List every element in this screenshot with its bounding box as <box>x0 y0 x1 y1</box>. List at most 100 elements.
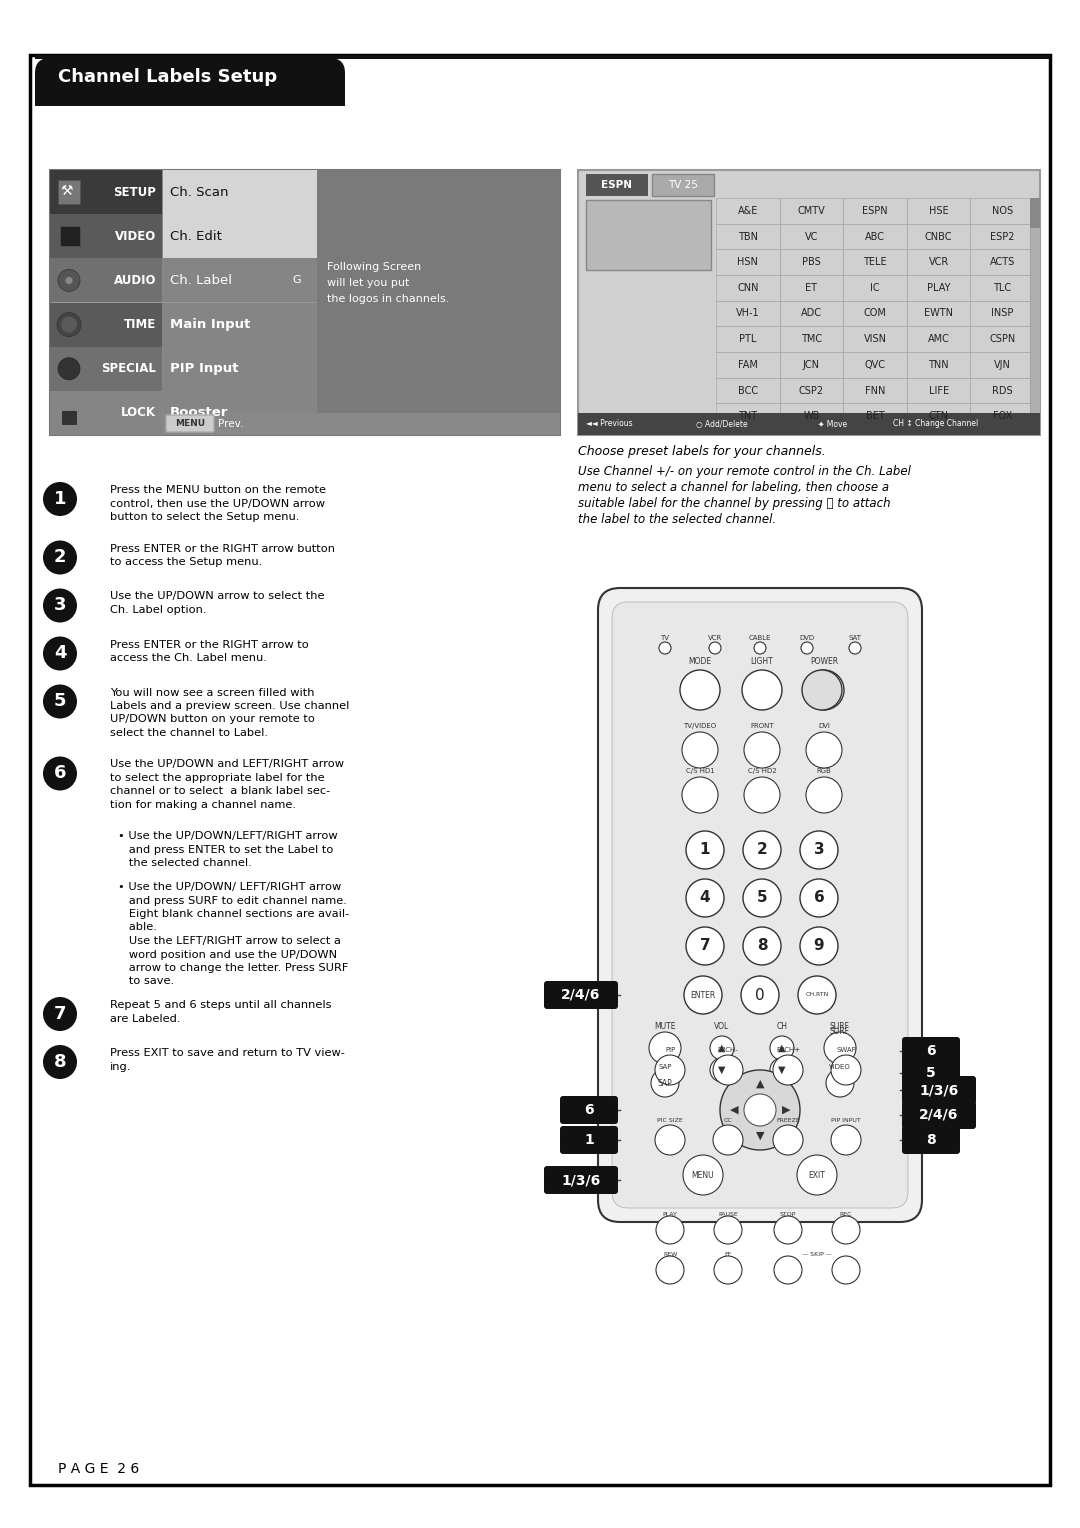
Text: ▶: ▶ <box>782 1105 791 1115</box>
Text: 6: 6 <box>813 891 824 906</box>
Text: RDS: RDS <box>991 385 1013 396</box>
Text: TELE: TELE <box>863 257 887 267</box>
FancyBboxPatch shape <box>598 588 922 1222</box>
Bar <box>971 199 1034 223</box>
Circle shape <box>43 541 77 575</box>
Circle shape <box>770 1057 794 1082</box>
Text: VC: VC <box>805 232 818 241</box>
Text: G: G <box>292 275 300 286</box>
Text: tion for making a channel name.: tion for making a channel name. <box>110 801 296 810</box>
Text: CSP2: CSP2 <box>799 385 824 396</box>
Text: CH.RTN: CH.RTN <box>806 993 828 998</box>
Bar <box>716 275 780 301</box>
Text: SPECIAL: SPECIAL <box>102 362 156 376</box>
Circle shape <box>744 732 780 769</box>
Text: PIP Input: PIP Input <box>170 362 239 376</box>
Bar <box>716 327 780 351</box>
Text: PAUSE: PAUSE <box>718 1212 738 1216</box>
Bar <box>971 275 1034 301</box>
Text: AUDIO: AUDIO <box>113 274 156 287</box>
Text: Press the MENU button on the remote: Press the MENU button on the remote <box>110 484 326 495</box>
Bar <box>50 391 162 435</box>
Text: 8: 8 <box>757 938 767 953</box>
Text: TV: TV <box>661 636 670 642</box>
Text: Ch. Label: Ch. Label <box>170 274 232 287</box>
Text: You will now see a screen filled with: You will now see a screen filled with <box>110 688 314 697</box>
Text: 1: 1 <box>584 1132 594 1148</box>
Text: P A G E  2 6: P A G E 2 6 <box>58 1462 139 1476</box>
Circle shape <box>832 1256 860 1284</box>
Text: ET: ET <box>806 283 818 293</box>
Text: arrow to change the letter. Press SURF: arrow to change the letter. Press SURF <box>118 963 349 973</box>
Text: ing.: ing. <box>110 1062 132 1071</box>
Circle shape <box>681 732 718 769</box>
Bar <box>50 347 162 391</box>
Bar <box>162 170 318 214</box>
Text: BCC: BCC <box>738 385 758 396</box>
Text: VJN: VJN <box>994 359 1011 370</box>
Text: CC: CC <box>724 1117 732 1123</box>
Text: the logos in channels.: the logos in channels. <box>327 295 449 304</box>
Bar <box>162 258 318 303</box>
Text: VISN: VISN <box>864 335 887 344</box>
Text: CNBC: CNBC <box>924 232 953 241</box>
Text: VCR: VCR <box>929 257 948 267</box>
Bar <box>971 223 1034 249</box>
Bar <box>907 301 971 327</box>
Circle shape <box>43 637 77 671</box>
Text: 1/3/6: 1/3/6 <box>562 1174 600 1187</box>
Text: UP/DOWN button on your remote to: UP/DOWN button on your remote to <box>110 715 315 724</box>
Bar <box>843 199 907 223</box>
Text: to save.: to save. <box>118 976 174 987</box>
Text: NOS: NOS <box>991 206 1013 215</box>
FancyBboxPatch shape <box>902 1126 960 1154</box>
Bar <box>907 403 971 429</box>
FancyBboxPatch shape <box>902 1076 976 1105</box>
Bar <box>716 351 780 377</box>
Bar <box>843 377 907 403</box>
Bar <box>162 413 561 435</box>
Text: 3: 3 <box>813 842 824 857</box>
Text: CSPN: CSPN <box>989 335 1015 344</box>
Bar <box>843 351 907 377</box>
Bar <box>1030 199 1040 228</box>
Circle shape <box>742 669 782 711</box>
Text: 7: 7 <box>54 1005 66 1024</box>
Circle shape <box>43 1045 77 1079</box>
Bar <box>907 249 971 275</box>
Text: FREEZE: FREEZE <box>777 1117 800 1123</box>
Text: Channel Labels Setup: Channel Labels Setup <box>58 69 278 86</box>
Circle shape <box>798 976 836 1015</box>
Bar <box>907 377 971 403</box>
Text: REC: REC <box>840 1212 852 1216</box>
Circle shape <box>57 313 81 336</box>
Text: ADC: ADC <box>801 309 822 318</box>
Circle shape <box>773 1125 804 1155</box>
Text: 9: 9 <box>813 938 824 953</box>
Circle shape <box>774 1216 802 1244</box>
Bar <box>58 180 80 205</box>
Circle shape <box>720 1070 800 1151</box>
Bar <box>716 223 780 249</box>
Text: VH-1: VH-1 <box>735 309 759 318</box>
Bar <box>780 223 843 249</box>
Circle shape <box>800 879 838 917</box>
Text: VIDEO: VIDEO <box>829 1063 851 1070</box>
Text: ▲: ▲ <box>756 1079 765 1089</box>
Text: menu to select a channel for labeling, then choose a: menu to select a channel for labeling, t… <box>578 481 889 494</box>
Text: SAT: SAT <box>849 636 862 642</box>
Circle shape <box>58 358 80 380</box>
Text: TMC: TMC <box>801 335 822 344</box>
Text: button to select the Setup menu.: button to select the Setup menu. <box>110 512 299 523</box>
Text: 5: 5 <box>757 891 767 906</box>
Circle shape <box>683 1155 723 1195</box>
Circle shape <box>743 927 781 966</box>
Bar <box>843 275 907 301</box>
Text: 7: 7 <box>700 938 711 953</box>
Text: and press SURF to edit channel name.: and press SURF to edit channel name. <box>118 895 347 906</box>
Text: 4: 4 <box>54 645 66 663</box>
Text: COM: COM <box>864 309 887 318</box>
Bar <box>780 275 843 301</box>
Text: TV 25: TV 25 <box>669 180 698 189</box>
Text: PTL: PTL <box>739 335 756 344</box>
